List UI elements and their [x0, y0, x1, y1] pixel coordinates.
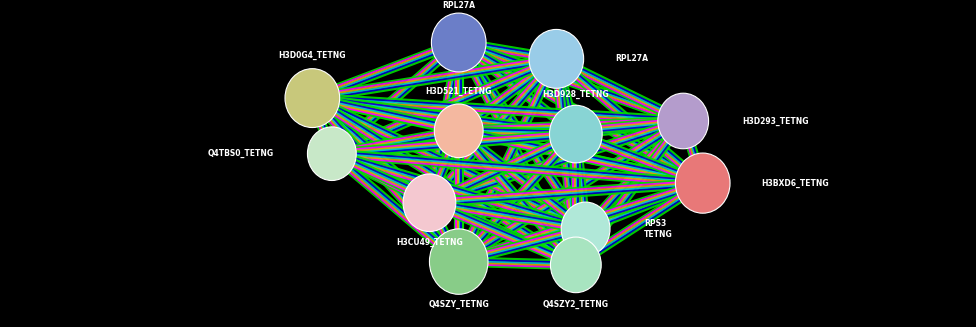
Ellipse shape: [549, 105, 602, 163]
Ellipse shape: [529, 29, 584, 88]
Text: H3D928_TETNG: H3D928_TETNG: [543, 90, 609, 99]
Text: H3D521_TETNG: H3D521_TETNG: [426, 87, 492, 96]
Ellipse shape: [431, 13, 486, 72]
Text: Q4SZY2_TETNG: Q4SZY2_TETNG: [543, 300, 609, 309]
Text: RPL27A: RPL27A: [615, 54, 648, 63]
Text: H3CBA4_TETNG
RPL27A: H3CBA4_TETNG RPL27A: [426, 0, 492, 10]
Text: H3BXD6_TETNG: H3BXD6_TETNG: [761, 179, 829, 188]
Text: H3CU49_TETNG: H3CU49_TETNG: [396, 237, 463, 247]
Text: H3D293_TETNG: H3D293_TETNG: [742, 116, 808, 126]
Ellipse shape: [434, 104, 483, 158]
Ellipse shape: [285, 69, 340, 128]
Ellipse shape: [550, 237, 601, 293]
Ellipse shape: [403, 174, 456, 232]
Ellipse shape: [675, 153, 730, 213]
Text: RPS3
TETNG: RPS3 TETNG: [644, 219, 672, 239]
Text: Q4TBS0_TETNG: Q4TBS0_TETNG: [207, 149, 273, 158]
Ellipse shape: [658, 93, 709, 149]
Ellipse shape: [429, 229, 488, 294]
Ellipse shape: [561, 202, 610, 256]
Text: H3D0G4_TETNG: H3D0G4_TETNG: [278, 51, 346, 60]
Ellipse shape: [307, 127, 356, 181]
Text: Q4SZY_TETNG: Q4SZY_TETNG: [428, 300, 489, 309]
